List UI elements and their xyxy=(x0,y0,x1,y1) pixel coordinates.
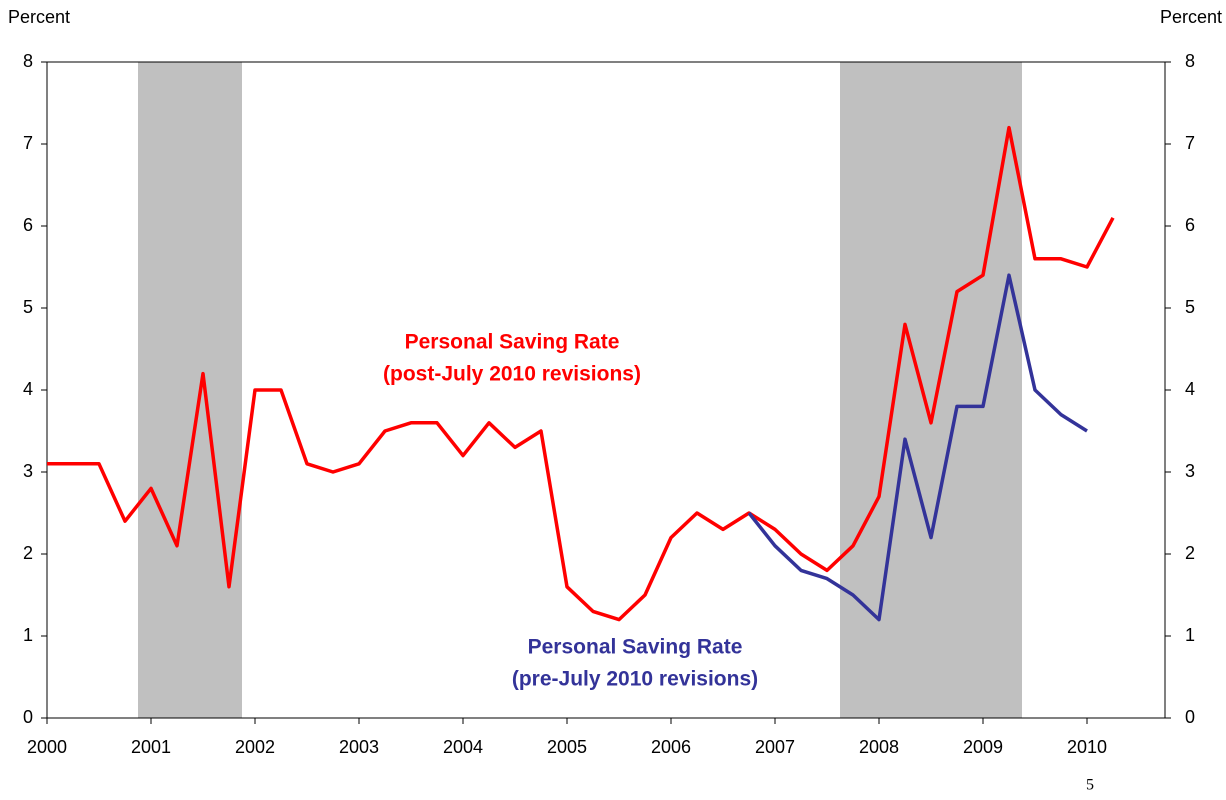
y-tick-label: 7 xyxy=(23,133,33,153)
x-tick-label: 2002 xyxy=(235,737,275,757)
y2-axis-label: Percent xyxy=(1160,7,1222,27)
y-tick-label: 3 xyxy=(23,461,33,481)
annotation: (pre-July 2010 revisions) xyxy=(512,668,758,691)
series-line xyxy=(747,273,1088,622)
x-tick-label: 2010 xyxy=(1067,737,1107,757)
y-axis-label: Percent xyxy=(8,7,70,27)
y2-tick-label: 4 xyxy=(1185,379,1195,399)
x-tick-label: 2008 xyxy=(859,737,899,757)
y-tick-label: 2 xyxy=(23,543,33,563)
y2-tick-label: 0 xyxy=(1185,707,1195,727)
x-tick-label: 2000 xyxy=(27,737,67,757)
page-number: 5 xyxy=(1086,777,1094,794)
y2-tick-label: 6 xyxy=(1185,215,1195,235)
annotation: Personal Saving Rate xyxy=(405,331,620,354)
x-tick-label: 2001 xyxy=(131,737,171,757)
y-tick-label: 6 xyxy=(23,215,33,235)
y-tick-label: 8 xyxy=(23,51,33,71)
y2-tick-label: 1 xyxy=(1185,625,1195,645)
recession-band xyxy=(138,62,242,718)
y-tick-label: 0 xyxy=(23,707,33,727)
x-tick-label: 2007 xyxy=(755,737,795,757)
series-line xyxy=(47,125,1115,622)
y-tick-label: 5 xyxy=(23,297,33,317)
recession-band xyxy=(840,62,1022,718)
x-tick-label: 2003 xyxy=(339,737,379,757)
y2-tick-label: 5 xyxy=(1185,297,1195,317)
y-tick-label: 4 xyxy=(23,379,33,399)
x-tick-label: 2006 xyxy=(651,737,691,757)
y2-tick-label: 7 xyxy=(1185,133,1195,153)
annotation: (post-July 2010 revisions) xyxy=(383,363,641,386)
y-tick-label: 1 xyxy=(23,625,33,645)
y2-tick-label: 8 xyxy=(1185,51,1195,71)
x-tick-label: 2009 xyxy=(963,737,1003,757)
annotation: Personal Saving Rate xyxy=(528,636,743,659)
x-tick-label: 2004 xyxy=(443,737,483,757)
y2-tick-label: 3 xyxy=(1185,461,1195,481)
x-tick-label: 2005 xyxy=(547,737,587,757)
y2-tick-label: 2 xyxy=(1185,543,1195,563)
